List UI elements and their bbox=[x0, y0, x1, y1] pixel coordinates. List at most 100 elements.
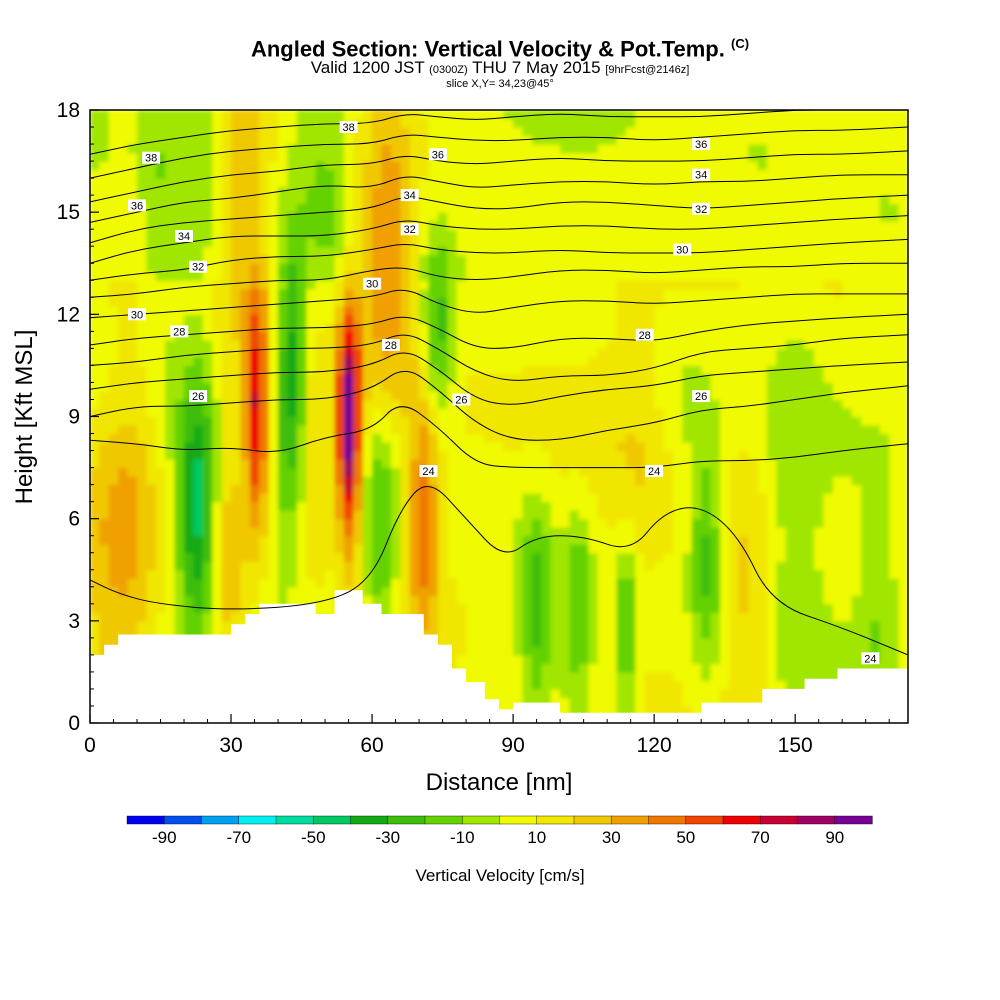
field-cell bbox=[588, 237, 599, 247]
field-cell bbox=[202, 620, 213, 630]
field-cell bbox=[108, 578, 119, 588]
field-cell bbox=[447, 127, 458, 137]
field-cell bbox=[381, 263, 392, 273]
field-cell bbox=[531, 442, 542, 452]
field-cell bbox=[334, 408, 345, 418]
field-cell bbox=[249, 271, 260, 281]
field-cell bbox=[287, 110, 298, 120]
field-cell bbox=[428, 110, 439, 120]
field-cell bbox=[90, 305, 100, 315]
field-cell bbox=[597, 416, 608, 426]
field-cell bbox=[325, 433, 336, 443]
field-cell bbox=[259, 399, 270, 409]
field-cell bbox=[522, 382, 533, 392]
field-cell bbox=[278, 271, 288, 281]
field-cell bbox=[475, 671, 486, 681]
field-cell bbox=[475, 271, 486, 281]
chart-title: Angled Section: Vertical Velocity & Pot.… bbox=[250, 36, 750, 62]
field-cell bbox=[287, 552, 298, 562]
field-cell bbox=[315, 118, 326, 128]
field-cell bbox=[720, 552, 730, 562]
field-cell bbox=[541, 671, 552, 681]
field-cell bbox=[588, 229, 599, 239]
field-cell bbox=[522, 314, 533, 324]
field-cell bbox=[90, 212, 100, 222]
field-cell bbox=[108, 399, 119, 409]
field-cell bbox=[127, 382, 138, 392]
field-cell bbox=[597, 697, 608, 707]
field-cell bbox=[720, 663, 730, 673]
field-cell bbox=[409, 263, 420, 273]
field-cell bbox=[428, 476, 439, 486]
field-cell bbox=[597, 399, 608, 409]
field-cell bbox=[503, 544, 514, 554]
field-cell bbox=[578, 195, 589, 205]
field-cell bbox=[569, 476, 580, 486]
field-cell bbox=[494, 339, 505, 349]
field-cell bbox=[296, 450, 307, 460]
field-cell bbox=[503, 391, 514, 401]
field-cell bbox=[409, 144, 420, 154]
field-cell bbox=[475, 620, 486, 630]
field-cell bbox=[494, 178, 505, 188]
field-cell bbox=[165, 535, 176, 545]
field-cell bbox=[202, 246, 213, 256]
field-cell bbox=[221, 195, 232, 205]
field-cell bbox=[522, 297, 533, 307]
field-cell bbox=[306, 501, 317, 511]
field-cell bbox=[221, 356, 232, 366]
field-cell bbox=[278, 373, 288, 383]
field-cell bbox=[710, 339, 721, 349]
field-cell bbox=[578, 152, 589, 162]
field-cell bbox=[672, 195, 683, 205]
field-cell bbox=[635, 203, 646, 213]
field-cell bbox=[447, 356, 458, 366]
field-cell bbox=[240, 237, 251, 247]
field-cell bbox=[484, 135, 495, 145]
field-cell bbox=[296, 203, 307, 213]
field-cell bbox=[456, 484, 467, 494]
field-cell bbox=[663, 110, 674, 120]
field-cell bbox=[701, 314, 712, 324]
field-cell bbox=[193, 186, 204, 196]
field-cell bbox=[541, 169, 552, 179]
field-cell bbox=[184, 331, 194, 341]
field-cell bbox=[531, 527, 542, 537]
field-cell bbox=[174, 297, 185, 307]
field-cell bbox=[249, 578, 260, 588]
field-cell bbox=[672, 629, 683, 639]
field-cell bbox=[231, 510, 241, 520]
field-cell bbox=[550, 595, 561, 605]
field-cell bbox=[428, 459, 439, 469]
field-cell bbox=[578, 203, 589, 213]
field-cell bbox=[221, 518, 232, 528]
field-cell bbox=[240, 569, 251, 579]
field-cell bbox=[541, 203, 552, 213]
field-cell bbox=[90, 127, 100, 137]
field-cell bbox=[720, 391, 730, 401]
field-cell bbox=[146, 544, 157, 554]
field-cell bbox=[334, 237, 345, 247]
field-cell bbox=[90, 637, 100, 647]
field-cell bbox=[682, 408, 693, 418]
field-cell bbox=[588, 629, 599, 639]
field-cell bbox=[503, 152, 514, 162]
field-cell bbox=[146, 348, 157, 358]
field-cell bbox=[231, 322, 241, 332]
field-cell bbox=[456, 637, 467, 647]
field-cell bbox=[362, 382, 373, 392]
field-cell bbox=[578, 459, 589, 469]
field-cell bbox=[193, 161, 204, 171]
field-cell bbox=[315, 561, 326, 571]
field-cell bbox=[503, 612, 514, 622]
field-cell bbox=[184, 476, 194, 486]
field-cell bbox=[720, 544, 730, 554]
field-cell bbox=[409, 203, 420, 213]
field-cell bbox=[437, 203, 448, 213]
field-cell bbox=[184, 322, 194, 332]
field-cell bbox=[503, 229, 514, 239]
field-cell bbox=[503, 339, 514, 349]
field-cell bbox=[259, 552, 270, 562]
field-cell bbox=[560, 254, 571, 264]
field-cell bbox=[672, 680, 683, 690]
